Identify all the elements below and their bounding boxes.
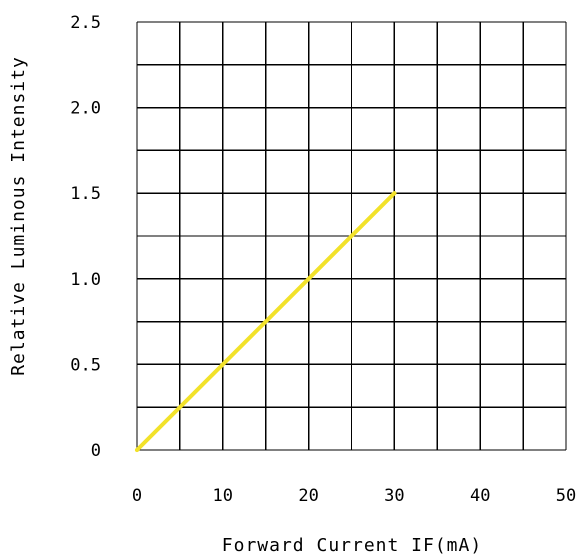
y-axis-label: Relative Luminous Intensity — [8, 56, 29, 376]
series-point — [135, 448, 139, 452]
x-axis-label: Forward Current IF(mA) — [222, 535, 482, 556]
x-tick-label: 20 — [298, 486, 318, 506]
y-tick-label: 0 — [91, 441, 101, 461]
y-tick-label: 2.0 — [70, 99, 101, 119]
x-tick-label: 50 — [556, 486, 576, 506]
x-tick-label: 30 — [384, 486, 404, 506]
y-tick-label: 2.5 — [70, 13, 101, 33]
series-layer — [135, 191, 397, 452]
series-point — [392, 191, 397, 196]
x-tick-label: 0 — [132, 486, 142, 506]
y-tick-label: 0.5 — [70, 355, 101, 375]
y-tick-label: 1.5 — [70, 184, 101, 204]
series-line — [135, 191, 397, 452]
x-axis-ticks: 0 10 20 30 40 50 — [132, 486, 576, 506]
x-tick-label: 10 — [213, 486, 233, 506]
x-tick-label: 40 — [470, 486, 490, 506]
y-axis-ticks: 0 0.5 1.0 1.5 2.0 2.5 — [70, 13, 101, 461]
plot-grid — [136, 21, 567, 451]
y-tick-label: 1.0 — [70, 270, 101, 290]
